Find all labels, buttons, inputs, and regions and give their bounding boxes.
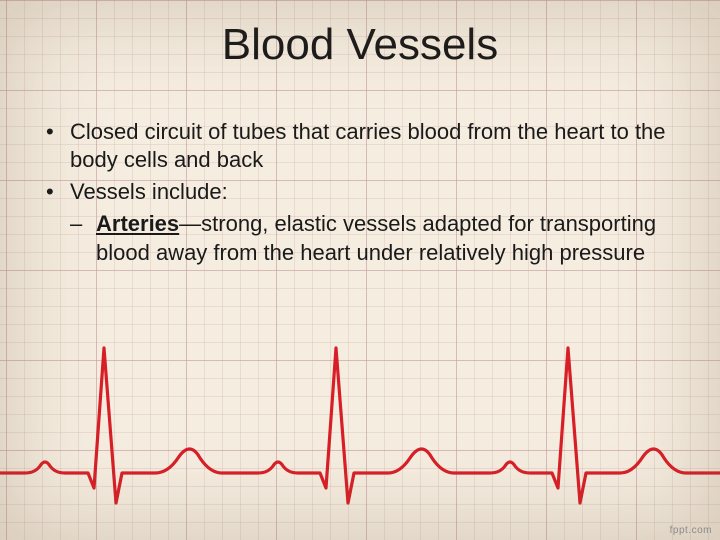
watermark: fppt.com xyxy=(670,525,712,536)
slide: Blood Vessels • Closed circuit of tubes … xyxy=(0,0,720,540)
ecg-waveform xyxy=(0,308,720,518)
sub-bullet-item: – Arteries—strong, elastic vessels adapt… xyxy=(70,210,680,266)
sub-bullet-marker: – xyxy=(70,210,96,266)
slide-content: • Closed circuit of tubes that carries b… xyxy=(42,118,680,267)
bullet-item: • Vessels include: xyxy=(42,178,680,206)
sub-bullet-text: Arteries—strong, elastic vessels adapted… xyxy=(96,210,680,266)
slide-title: Blood Vessels xyxy=(0,20,720,70)
term-arteries: Arteries xyxy=(96,211,179,236)
bullet-marker: • xyxy=(42,118,70,174)
bullet-marker: • xyxy=(42,178,70,206)
bullet-text: Vessels include: xyxy=(70,178,680,206)
bullet-item: • Closed circuit of tubes that carries b… xyxy=(42,118,680,174)
bullet-text: Closed circuit of tubes that carries blo… xyxy=(70,118,680,174)
sub-bullet-rest: —strong, elastic vessels adapted for tra… xyxy=(96,211,656,264)
ecg-path xyxy=(0,348,720,503)
